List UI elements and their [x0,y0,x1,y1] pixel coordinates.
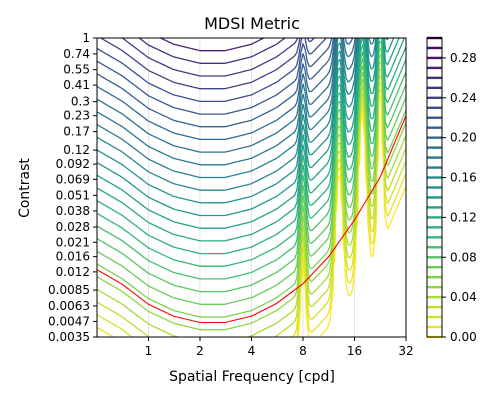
x-tick-label: 8 [299,344,307,358]
contour-line [160,38,265,52]
chart-title: MDSI Metric [204,14,300,33]
y-tick-label: 0.012 [56,265,90,279]
contour-line [97,38,375,179]
x-tick-label: 2 [196,344,204,358]
contour-line [97,38,356,153]
x-axis-ticks: 1 2 4 8 16 32 [145,337,414,358]
y-tick-label: 0.021 [56,235,90,249]
x-tick-label: 16 [347,344,362,358]
colorbar-tick-label: 0.00 [450,330,477,344]
y-tick-label: 0.55 [63,63,90,77]
y-tick-label: 0.41 [63,78,90,92]
colorbar-tick-label: 0.16 [450,171,477,185]
y-tick-label: 0.3 [71,95,90,109]
y-tick-label: 0.016 [56,250,90,264]
y-tick-label: 0.0085 [48,283,90,297]
threshold-curve-layer [97,115,406,324]
y-tick-label: 0.23 [63,109,90,123]
y-axis-label: Contrast [17,158,33,218]
y-tick-label: 0.0047 [48,314,90,328]
colorbar-tick-label: 0.12 [450,210,477,224]
y-tick-label: 0.028 [56,220,90,234]
y-tick-label: 0.038 [56,204,90,218]
colorbar: 0.00 0.04 0.08 0.12 0.16 0.20 0.24 0.28 [426,36,477,344]
contour-line [122,38,299,77]
x-tick-label: 1 [145,344,153,358]
contour-line [97,38,377,191]
x-axis-label: Spatial Frequency [cpd] [169,369,335,385]
y-tick-label: 0.74 [63,47,90,61]
y-tick-label: 0.092 [56,157,90,171]
contour-line [97,38,327,103]
x-tick-label: 32 [398,344,413,358]
contour-line [100,38,315,90]
colorbar-frame [426,37,443,338]
y-tick-label: 1 [82,31,90,45]
y-tick-label: 0.12 [63,143,90,157]
contour-line [97,38,354,141]
contour-lines [97,38,406,337]
y-tick-label: 0.0063 [48,299,90,313]
contour-line [97,38,335,128]
x-tick-label: 4 [248,344,256,358]
contour-line [97,38,358,166]
contour-line [138,38,286,64]
colorbar-tick-label: 0.28 [450,51,477,65]
colorbar-tick-label: 0.24 [450,91,477,105]
y-tick-label: 0.17 [63,125,90,139]
y-tick-label: 0.0035 [48,330,90,344]
colorbar-tick-label: 0.20 [450,131,477,145]
contour-line [97,38,400,229]
y-tick-label: 0.069 [56,172,90,186]
threshold-curve [97,115,406,324]
contour-line [97,38,333,115]
y-tick-label: 0.051 [56,188,90,202]
colorbar-tick-label: 0.08 [450,250,477,264]
colorbar-tick-label: 0.04 [450,290,477,304]
